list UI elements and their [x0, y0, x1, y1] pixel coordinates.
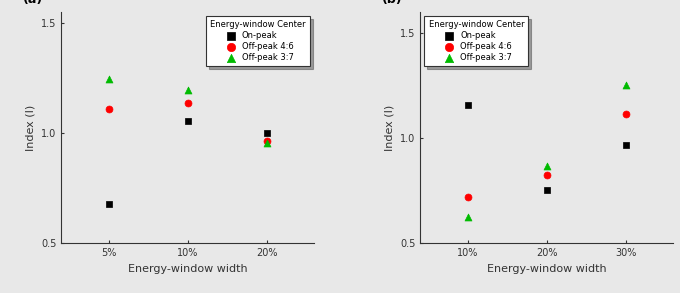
On-peak	[620, 143, 631, 148]
Off-peak 4:6	[620, 111, 631, 116]
Text: (b): (b)	[382, 0, 403, 6]
Off-peak 4:6	[261, 138, 272, 143]
Off-peak 4:6	[182, 101, 193, 105]
Off-peak 3:7	[103, 76, 114, 81]
Y-axis label: Index (I): Index (I)	[384, 104, 394, 151]
Legend: On-peak, Off-peak 4:6, Off-peak 3:7: On-peak, Off-peak 4:6, Off-peak 3:7	[206, 16, 310, 67]
Off-peak 3:7	[182, 88, 193, 92]
On-peak	[103, 201, 114, 206]
Off-peak 3:7	[261, 141, 272, 145]
On-peak	[462, 103, 473, 108]
On-peak	[261, 131, 272, 135]
Y-axis label: Index (I): Index (I)	[25, 104, 35, 151]
Text: (a): (a)	[23, 0, 44, 6]
Off-peak 4:6	[103, 106, 114, 111]
X-axis label: Energy-window width: Energy-window width	[487, 264, 607, 274]
Off-peak 4:6	[541, 173, 552, 177]
Off-peak 3:7	[541, 164, 552, 169]
On-peak	[182, 118, 193, 123]
Off-peak 4:6	[462, 195, 473, 199]
Off-peak 3:7	[620, 83, 631, 88]
X-axis label: Energy-window width: Energy-window width	[128, 264, 248, 274]
Legend: On-peak, Off-peak 4:6, Off-peak 3:7: On-peak, Off-peak 4:6, Off-peak 3:7	[424, 16, 528, 67]
On-peak	[541, 187, 552, 192]
Off-peak 3:7	[462, 214, 473, 219]
